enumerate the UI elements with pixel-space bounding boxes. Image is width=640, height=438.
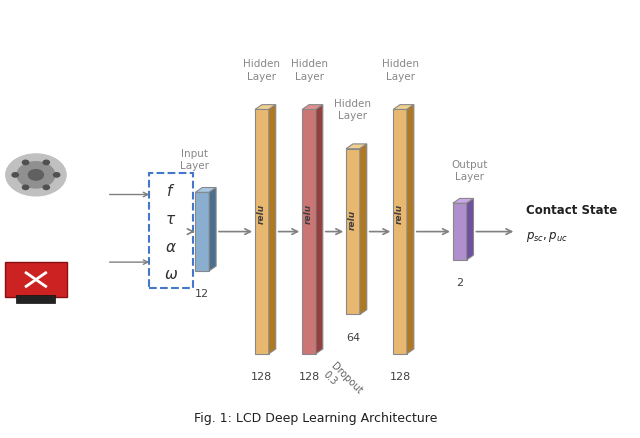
Text: $p_{sc}, p_{uc}$: $p_{sc}, p_{uc}$ [525, 230, 568, 244]
Polygon shape [346, 149, 360, 315]
Circle shape [22, 161, 29, 165]
Circle shape [22, 186, 29, 190]
Text: Input
Layer: Input Layer [180, 148, 209, 171]
Text: $f$: $f$ [166, 183, 175, 199]
Text: Contact State: Contact State [525, 204, 617, 217]
Text: Output
Layer: Output Layer [451, 159, 487, 182]
Polygon shape [302, 106, 323, 110]
Polygon shape [452, 204, 467, 260]
Text: Fig. 1: LCD Deep Learning Architecture: Fig. 1: LCD Deep Learning Architecture [194, 410, 437, 424]
Circle shape [17, 162, 55, 188]
Polygon shape [407, 106, 414, 354]
Text: 2: 2 [456, 278, 463, 288]
Circle shape [12, 173, 19, 178]
Text: $\omega$: $\omega$ [164, 266, 178, 281]
Text: 64: 64 [346, 332, 360, 342]
Circle shape [43, 186, 49, 190]
Polygon shape [195, 193, 209, 271]
Polygon shape [393, 106, 414, 110]
Text: 128: 128 [389, 371, 411, 381]
Text: $\alpha$: $\alpha$ [165, 240, 177, 255]
Circle shape [28, 170, 44, 181]
Polygon shape [467, 199, 474, 260]
Circle shape [6, 155, 66, 196]
FancyBboxPatch shape [17, 295, 56, 303]
Text: 12: 12 [195, 289, 209, 299]
Polygon shape [302, 110, 316, 354]
Text: Hidden
Layer: Hidden Layer [381, 59, 419, 81]
Text: relu: relu [304, 204, 313, 224]
Text: Hidden
Layer: Hidden Layer [243, 59, 280, 81]
Polygon shape [393, 110, 407, 354]
Polygon shape [209, 188, 216, 271]
FancyBboxPatch shape [149, 173, 193, 289]
Polygon shape [452, 199, 474, 204]
Polygon shape [255, 106, 276, 110]
Text: relu: relu [348, 210, 356, 230]
FancyBboxPatch shape [4, 262, 67, 297]
Text: Hidden
Layer: Hidden Layer [335, 98, 371, 120]
Text: 128: 128 [252, 371, 273, 381]
Polygon shape [346, 145, 367, 149]
Polygon shape [360, 145, 367, 315]
Polygon shape [255, 110, 269, 354]
Text: Dropout
0.3: Dropout 0.3 [321, 360, 364, 403]
Text: $\tau$: $\tau$ [165, 212, 177, 226]
Text: Hidden
Layer: Hidden Layer [291, 59, 328, 81]
Circle shape [54, 173, 60, 178]
Text: relu: relu [395, 204, 404, 224]
Polygon shape [269, 106, 276, 354]
Text: 128: 128 [298, 371, 319, 381]
Circle shape [43, 161, 49, 165]
Text: relu: relu [257, 204, 266, 224]
Polygon shape [316, 106, 323, 354]
Polygon shape [195, 188, 216, 193]
